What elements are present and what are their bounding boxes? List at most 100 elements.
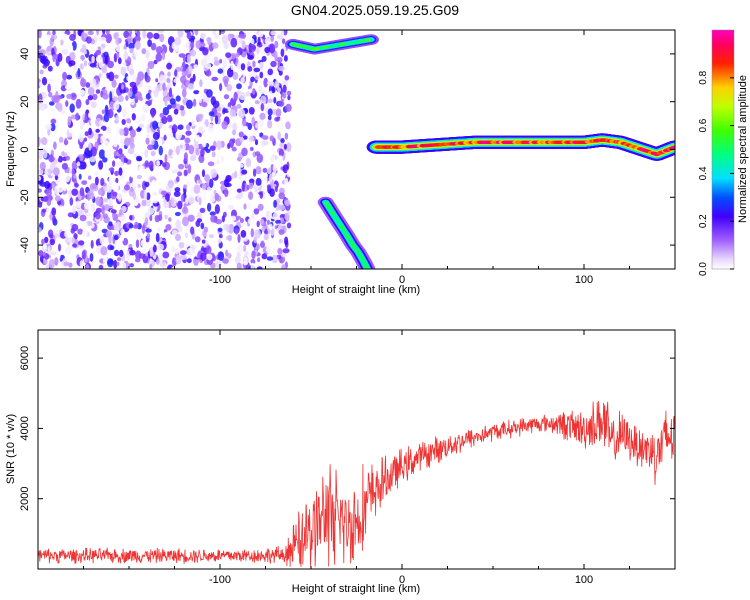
noise-cell	[120, 66, 127, 76]
noise-cell	[236, 244, 244, 254]
noise-cell	[165, 193, 170, 202]
noise-cell	[69, 33, 76, 42]
noise-cell	[186, 99, 193, 110]
noise-cell	[277, 87, 282, 93]
noise-cell	[283, 30, 288, 36]
noise-cell	[38, 137, 41, 147]
noise-cell	[48, 155, 55, 163]
noise-cell	[122, 61, 127, 68]
noise-cell	[261, 253, 268, 260]
noise-cell	[174, 36, 182, 46]
noise-cell	[186, 41, 192, 51]
noise-cell	[94, 176, 99, 186]
noise-cell	[157, 137, 163, 147]
noise-cell	[128, 243, 133, 248]
noise-cell	[125, 95, 129, 101]
noise-cell	[81, 180, 88, 186]
noise-cell	[72, 205, 76, 215]
noise-cell	[76, 161, 81, 167]
noise-cell	[255, 166, 262, 175]
noise-cell	[123, 30, 130, 39]
noise-cell	[164, 214, 168, 220]
noise-cell	[116, 207, 120, 215]
noise-cell	[280, 48, 285, 57]
noise-cell	[97, 136, 101, 146]
noise-cell	[161, 115, 168, 125]
noise-cell	[112, 182, 119, 193]
noise-cell	[65, 246, 72, 255]
noise-cell	[209, 178, 214, 188]
noise-cell	[60, 39, 64, 46]
noise-cell	[235, 255, 241, 265]
noise-cell	[66, 74, 73, 80]
noise-cell	[286, 169, 291, 178]
noise-cell	[147, 61, 155, 69]
noise-cell	[241, 182, 245, 192]
noise-cell	[250, 258, 256, 265]
noise-cell	[158, 145, 163, 156]
noise-cell	[70, 92, 77, 101]
noise-cell	[52, 30, 56, 36]
noise-cell	[224, 78, 228, 88]
noise-cell	[168, 87, 173, 98]
noise-cell	[58, 136, 64, 143]
noise-cell	[54, 150, 60, 160]
noise-cell	[44, 236, 49, 244]
noise-cell	[109, 245, 115, 250]
noise-cell	[278, 161, 284, 167]
noise-cell	[199, 207, 206, 213]
noise-cell	[280, 217, 285, 224]
noise-cell	[262, 167, 268, 173]
noise-cell	[257, 102, 261, 113]
noise-cell	[146, 32, 154, 39]
noise-cell	[129, 142, 135, 149]
noise-cell	[164, 153, 168, 163]
noise-cell	[139, 123, 144, 129]
noise-cell	[212, 100, 220, 109]
noise-cell	[190, 154, 197, 161]
noise-cell	[147, 39, 153, 47]
noise-cell	[98, 188, 102, 195]
straight-line-tone	[366, 133, 675, 161]
noise-cell	[80, 31, 87, 42]
noise-cell	[78, 132, 84, 143]
noise-cell	[202, 47, 209, 56]
noise-cell	[241, 147, 248, 157]
noise-cell	[114, 170, 119, 177]
noise-cell	[175, 130, 182, 140]
noise-cell	[84, 113, 88, 124]
noise-cell	[113, 234, 119, 241]
noise-cell	[184, 137, 191, 144]
noise-cell	[118, 148, 123, 155]
track-peak	[335, 43, 342, 47]
noise-cell	[177, 171, 183, 177]
noise-cell	[66, 93, 73, 99]
noise-cell	[180, 250, 187, 256]
noise-cell	[152, 120, 158, 130]
noise-cell	[217, 239, 222, 244]
colorbar-tick-label: 0.0	[698, 262, 709, 276]
noise-cell	[282, 84, 287, 94]
noise-cell	[187, 164, 192, 174]
noise-cell	[56, 112, 62, 122]
noise-cell	[129, 249, 136, 256]
noise-cell	[278, 204, 286, 211]
noise-cell	[38, 227, 42, 233]
noise-cell	[248, 191, 254, 200]
noise-cell	[103, 51, 109, 58]
noise-cell	[54, 185, 59, 195]
noise-cell	[201, 239, 206, 244]
noise-cell	[267, 108, 273, 116]
noise-cell	[175, 233, 181, 242]
noise-cell	[248, 135, 255, 143]
noise-cell	[185, 232, 189, 239]
noise-cell	[244, 108, 248, 114]
noise-cell	[47, 245, 51, 256]
noise-cell	[84, 201, 91, 210]
noise-cell	[223, 94, 230, 100]
noise-cell	[155, 232, 160, 243]
noise-cell	[152, 198, 158, 204]
noise-cell	[174, 187, 181, 193]
noise-cell	[174, 248, 179, 255]
noise-cell	[170, 57, 174, 66]
